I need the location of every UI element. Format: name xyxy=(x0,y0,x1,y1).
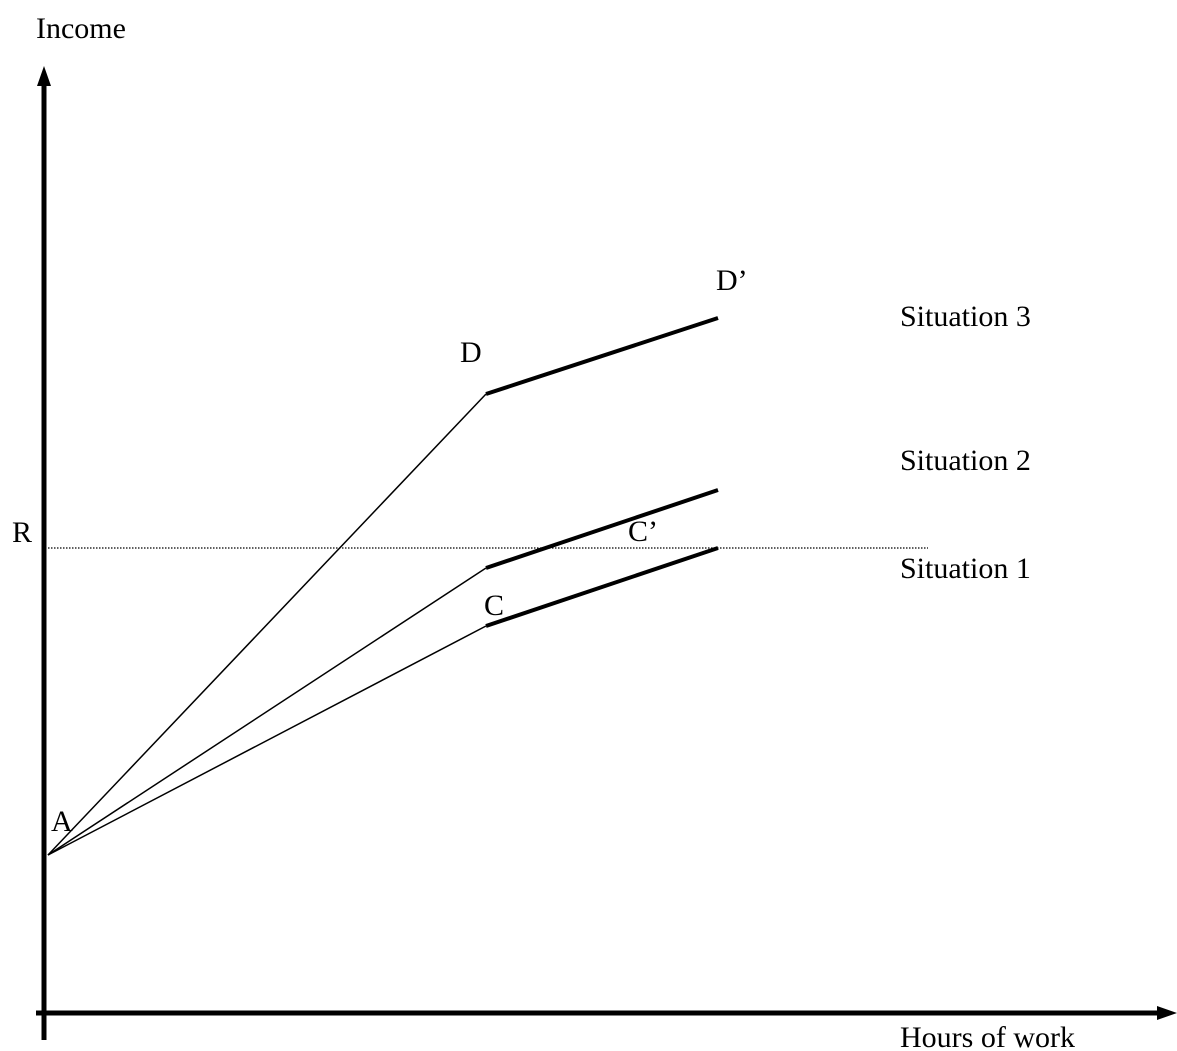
segment-a-to-c xyxy=(47,625,487,856)
point-label-d: D xyxy=(460,336,482,369)
point-label-c-prime: C’ xyxy=(628,515,658,548)
segment-c-to-situation-1 xyxy=(485,546,719,628)
segment-situation-2 xyxy=(485,488,719,570)
x-axis-arrowhead xyxy=(1157,1006,1177,1020)
point-label-d-prime: D’ xyxy=(716,264,748,297)
segment-d-to-d-prime xyxy=(485,316,719,396)
reference-label-r: R xyxy=(12,516,32,549)
y-axis-label: Income xyxy=(36,12,126,45)
point-label-c: C xyxy=(484,589,504,622)
situation-3-label: Situation 3 xyxy=(900,300,1031,333)
segment-a-to-situation-2-kink xyxy=(47,567,487,856)
point-label-a: A xyxy=(51,805,73,838)
situation-1-label: Situation 1 xyxy=(900,552,1031,585)
situation-2-label: Situation 2 xyxy=(900,444,1031,477)
x-axis-label: Hours of work xyxy=(900,1021,1075,1051)
y-axis-arrowhead xyxy=(37,66,51,86)
segment-a-to-d xyxy=(47,393,487,856)
